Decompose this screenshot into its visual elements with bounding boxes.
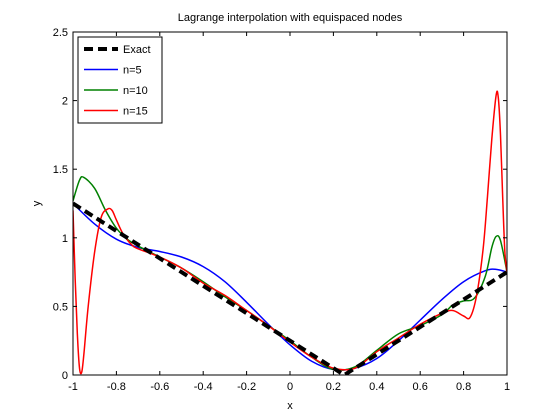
y-axis: 0 0.5 1 1.5 2 2.5	[53, 27, 507, 382]
y-tick-label: 0	[62, 370, 68, 382]
x-axis-label: x	[287, 400, 293, 412]
x-tick-label: 1	[504, 381, 510, 393]
y-tick-label: 2.5	[53, 27, 68, 39]
series-line-exact	[73, 201, 507, 375]
x-tick-label: 0.2	[326, 381, 341, 393]
x-tick-label: 0.6	[413, 381, 428, 393]
legend-box	[77, 36, 163, 124]
x-tick-label: -0.8	[107, 381, 126, 393]
legend-label: n=5	[123, 65, 142, 77]
series-layer	[73, 90, 507, 375]
x-tick-label: -0.2	[237, 381, 256, 393]
chart-title: Lagrange interpolation with equispaced n…	[178, 12, 403, 24]
legend-label: Exact	[123, 44, 151, 56]
legend: Exact n=5 n=10 n=15	[77, 36, 163, 124]
legend-label: n=15	[123, 106, 148, 118]
y-axis-label: y	[31, 200, 43, 206]
x-tick-label: -0.6	[150, 381, 169, 393]
x-tick-label: 0.8	[456, 381, 471, 393]
x-tick-label: 0	[287, 381, 293, 393]
y-tick-label: 0.5	[53, 301, 68, 313]
x-tick-label: 0.4	[369, 381, 384, 393]
legend-label: n=10	[123, 85, 148, 97]
y-tick-label: 1.5	[53, 164, 68, 176]
x-axis: -1 -0.8 -0.6 -0.4 -0.2 0 0.2 0.4 0.6 0.8 1	[68, 32, 510, 393]
y-tick-label: 1	[62, 233, 68, 245]
x-tick-label: -1	[68, 381, 78, 393]
y-tick-label: 2	[62, 96, 68, 108]
x-tick-label: -0.4	[194, 381, 213, 393]
